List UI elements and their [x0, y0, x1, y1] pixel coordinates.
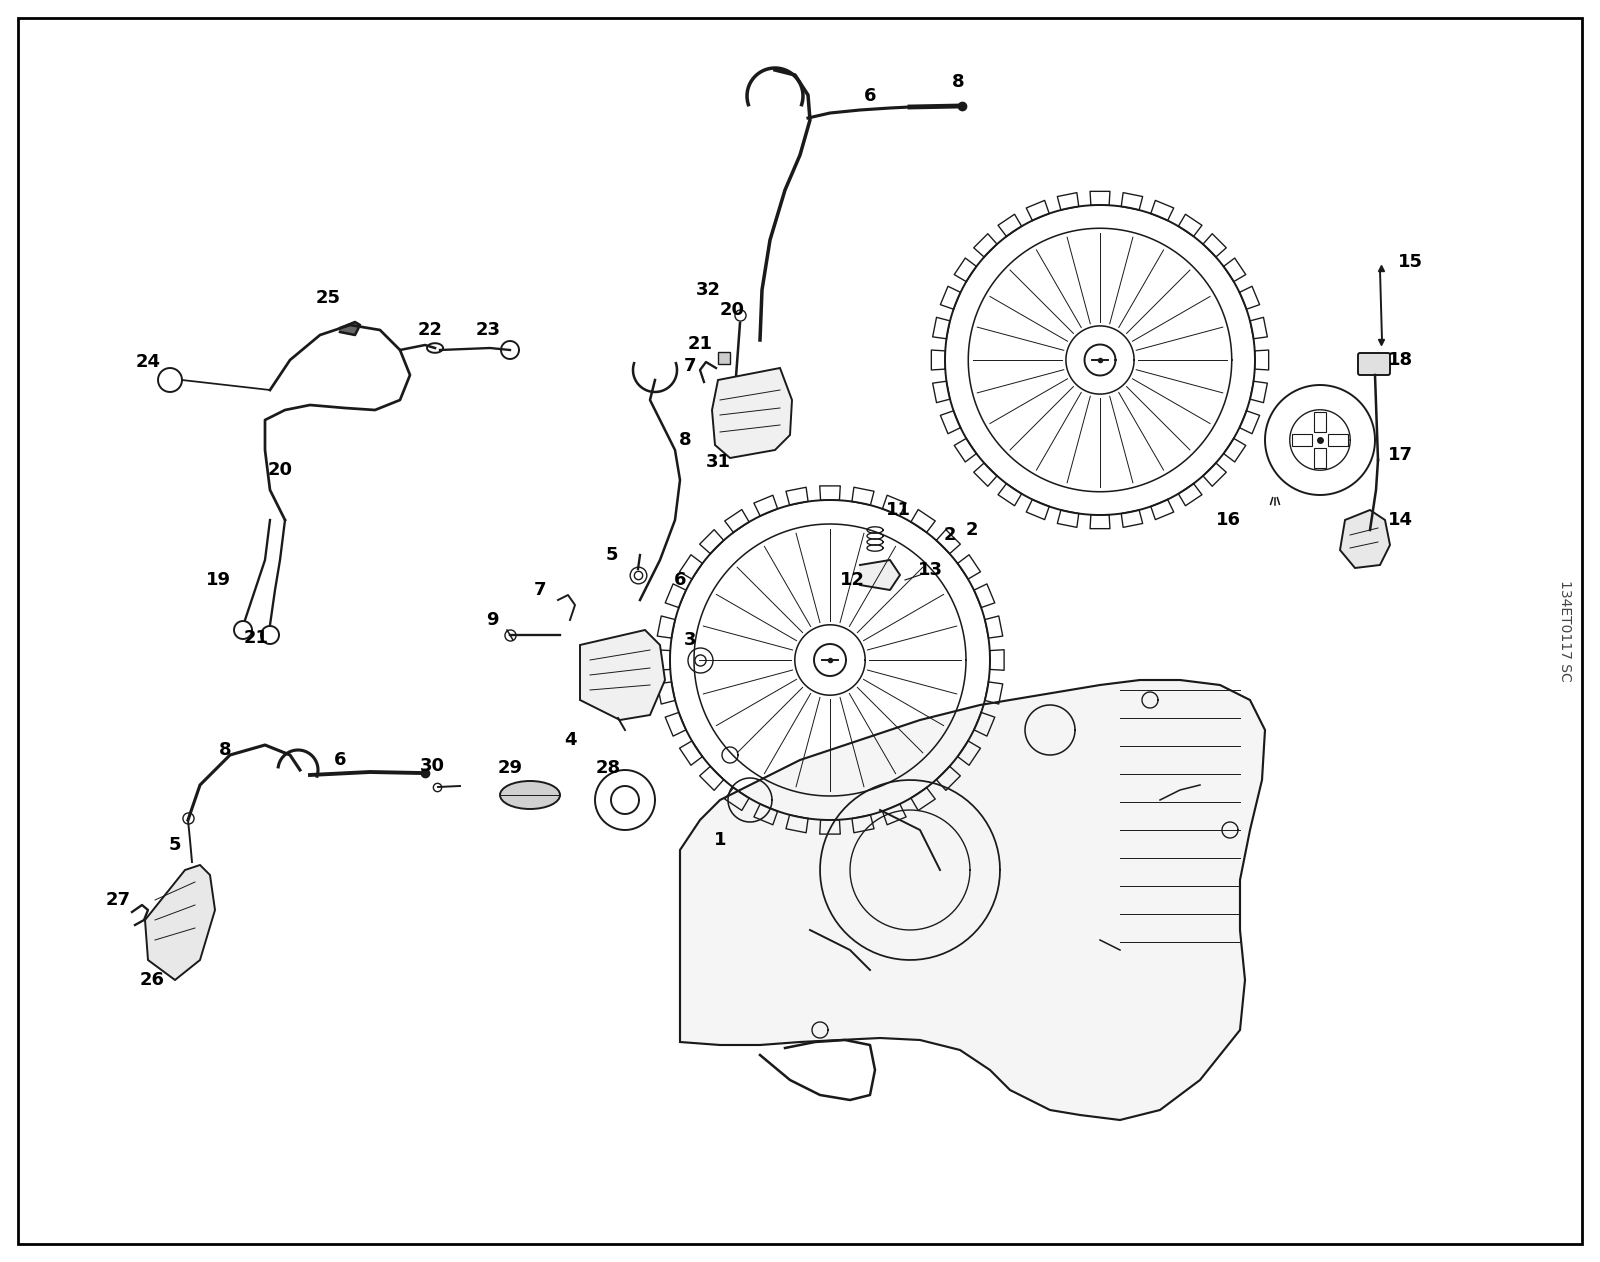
- Text: 11: 11: [885, 501, 910, 519]
- Bar: [1328, 434, 1349, 445]
- Bar: [1314, 411, 1326, 432]
- Text: 7: 7: [683, 357, 696, 375]
- Bar: [1291, 434, 1312, 445]
- Text: 7: 7: [534, 581, 546, 599]
- Text: 6: 6: [864, 87, 877, 105]
- Ellipse shape: [499, 781, 560, 809]
- Text: 29: 29: [498, 758, 523, 777]
- Text: 20: 20: [720, 302, 744, 319]
- Text: 16: 16: [1216, 511, 1240, 529]
- Text: 134ET0117 SC: 134ET0117 SC: [1558, 581, 1571, 681]
- Text: 17: 17: [1387, 445, 1413, 464]
- Text: 6: 6: [334, 751, 346, 769]
- Polygon shape: [861, 560, 899, 591]
- Text: 31: 31: [706, 453, 731, 471]
- Text: 18: 18: [1387, 351, 1413, 369]
- Text: 8: 8: [678, 432, 691, 449]
- Text: 13: 13: [917, 562, 942, 579]
- Text: 1: 1: [714, 830, 726, 849]
- FancyBboxPatch shape: [1358, 353, 1390, 375]
- Text: 9: 9: [486, 611, 498, 628]
- Polygon shape: [579, 630, 666, 721]
- Text: 25: 25: [315, 289, 341, 307]
- Text: 12: 12: [840, 570, 864, 589]
- Text: 21: 21: [688, 334, 712, 353]
- Text: 2: 2: [966, 521, 978, 539]
- Polygon shape: [146, 864, 214, 981]
- Polygon shape: [680, 680, 1266, 1119]
- Text: 28: 28: [595, 758, 621, 777]
- Text: 24: 24: [136, 353, 160, 371]
- Text: 3: 3: [683, 631, 696, 649]
- Polygon shape: [1341, 510, 1390, 568]
- Text: 14: 14: [1387, 511, 1413, 529]
- Text: 6: 6: [674, 570, 686, 589]
- Text: 27: 27: [106, 891, 131, 909]
- Text: 2: 2: [944, 526, 957, 544]
- Text: 23: 23: [475, 321, 501, 339]
- Text: 26: 26: [139, 970, 165, 989]
- Text: 19: 19: [205, 570, 230, 589]
- Text: 4: 4: [563, 731, 576, 750]
- Text: 15: 15: [1397, 252, 1422, 271]
- Text: 22: 22: [418, 321, 443, 339]
- Text: 8: 8: [219, 741, 232, 758]
- Text: 20: 20: [267, 461, 293, 480]
- Text: 8: 8: [952, 73, 965, 91]
- Bar: [1314, 448, 1326, 468]
- Text: 32: 32: [696, 281, 720, 299]
- Polygon shape: [339, 322, 360, 334]
- Polygon shape: [712, 369, 792, 458]
- Text: 5: 5: [606, 546, 618, 564]
- Text: 5: 5: [168, 835, 181, 854]
- Text: 30: 30: [419, 757, 445, 775]
- Text: 21: 21: [243, 628, 269, 647]
